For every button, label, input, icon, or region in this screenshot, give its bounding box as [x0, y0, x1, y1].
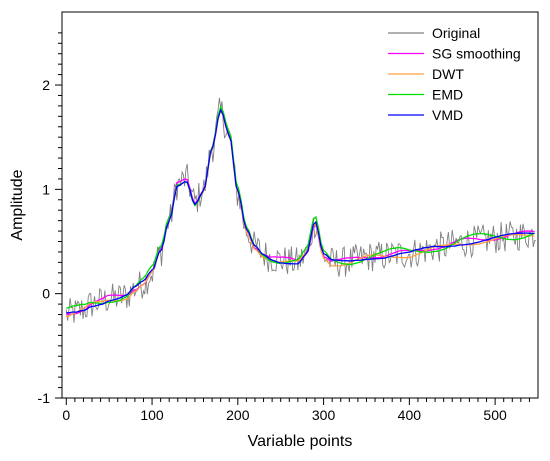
x-tick-label: 400 — [398, 407, 422, 423]
x-axis-label: Variable points — [248, 433, 353, 450]
series-line-dwt — [66, 108, 535, 318]
legend: Original SG smoothing DWT EMD VMD — [388, 25, 521, 123]
y-tick-label: 1 — [42, 181, 50, 197]
x-tick-label: 500 — [483, 407, 507, 423]
series-line-vmd — [66, 108, 535, 314]
plot-area — [61, 11, 539, 399]
series-line-emd — [66, 105, 535, 309]
axes-layer: 0 100 200 300 400 500 -1 0 1 2 — [38, 32, 530, 423]
y-tick-label: 0 — [42, 286, 50, 302]
x-tick-label: 200 — [226, 407, 250, 423]
x-tick-label: 100 — [140, 407, 164, 423]
legend-label: Original — [432, 25, 480, 41]
y-axis-label: Amplitude — [9, 169, 26, 240]
y-tick-label: -1 — [38, 390, 51, 406]
x-tick-label: 0 — [62, 407, 70, 423]
y-tick-label: 2 — [42, 77, 50, 93]
legend-label: VMD — [432, 107, 463, 123]
legend-label: SG smoothing — [432, 46, 521, 62]
legend-label: EMD — [432, 87, 463, 103]
series-line-sg-smoothing — [66, 106, 535, 315]
series-layer — [65, 97, 537, 323]
x-tick-label: 300 — [312, 407, 336, 423]
legend-label: DWT — [432, 66, 464, 82]
